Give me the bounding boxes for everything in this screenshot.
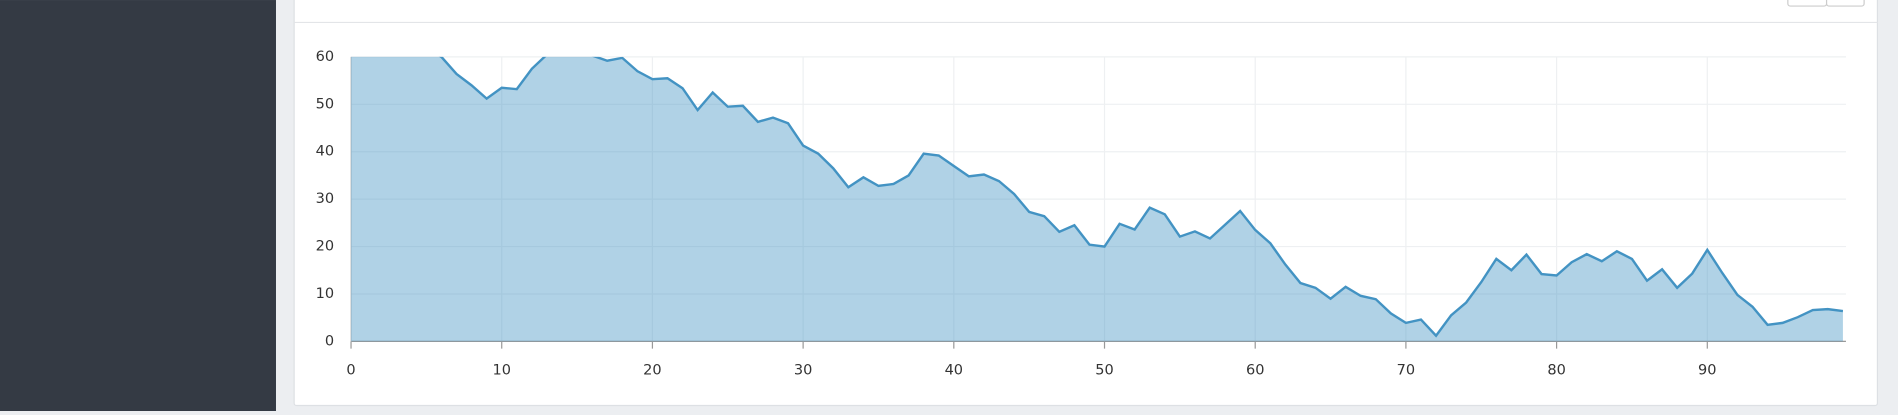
y-tick-label: 20 xyxy=(316,239,334,255)
x-tick-label: 10 xyxy=(492,362,510,378)
line xyxy=(439,56,1844,338)
x-tick-label: 30 xyxy=(794,362,812,378)
y-tick-label: 30 xyxy=(316,191,334,207)
x-tick-label: 0 xyxy=(346,362,355,378)
x-tick-label: 40 xyxy=(945,362,963,378)
y-tick-label: 40 xyxy=(316,144,334,160)
x-tick-label: 20 xyxy=(643,362,661,378)
x-tick-label: 70 xyxy=(1397,362,1415,378)
chart: 0 10 20 30 40 50 60 0 10 20 30 40 50 60 70 80 90 xyxy=(316,49,1846,378)
y-tick-label: 10 xyxy=(316,286,334,302)
plot-area xyxy=(351,56,1844,342)
panel xyxy=(293,0,1879,407)
y-tick-label: 0 xyxy=(325,333,334,349)
x-tick-label: 80 xyxy=(1547,362,1565,378)
x-tick-label: 90 xyxy=(1698,362,1716,378)
y-tick-label: 50 xyxy=(316,96,334,112)
y-tick-label: 60 xyxy=(316,49,334,65)
area xyxy=(351,56,1843,342)
button[interactable] xyxy=(1825,0,1865,7)
x-tick-label: 60 xyxy=(1246,362,1264,378)
x-tick-label: 50 xyxy=(1095,362,1113,378)
button[interactable] xyxy=(1787,0,1828,7)
sidebar xyxy=(0,0,276,412)
